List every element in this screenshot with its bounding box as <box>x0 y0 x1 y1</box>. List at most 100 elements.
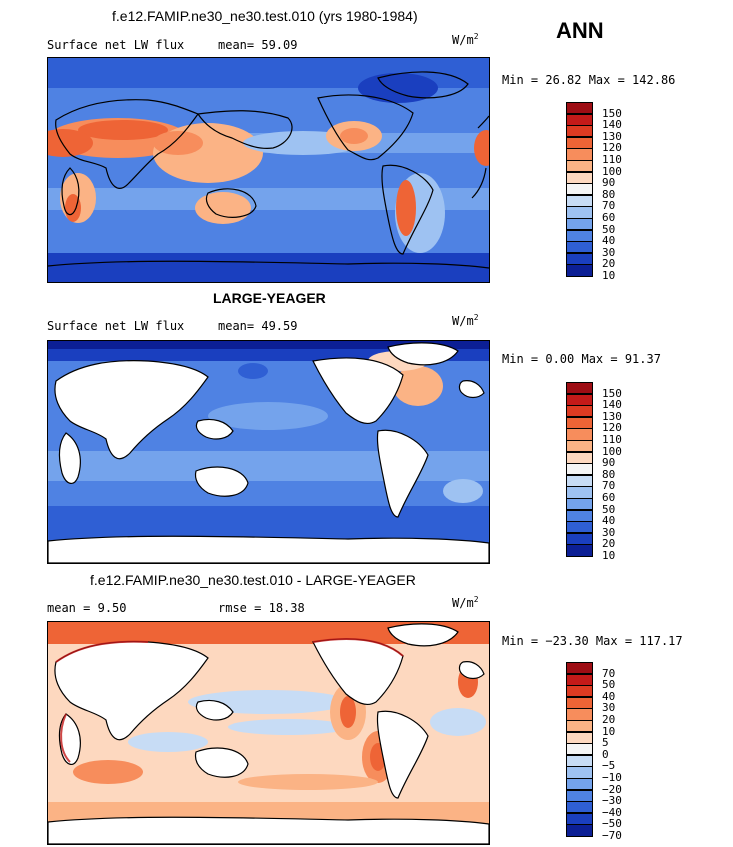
colorbar-label: 0 <box>602 747 609 761</box>
panel-3-map <box>47 621 490 845</box>
panel-2-mean-label: mean= 49.59 <box>218 319 298 333</box>
colorbar-label: 40 <box>602 234 616 248</box>
colorbar-label: 100 <box>602 444 622 458</box>
colorbar-swatch <box>566 720 593 733</box>
colorbar-swatch <box>566 789 593 802</box>
colorbar-label: −10 <box>602 771 622 784</box>
colorbar-label: 20 <box>602 257 616 271</box>
colorbar-label: 70 <box>602 479 616 493</box>
colorbar-label: 10 <box>602 549 616 562</box>
colorbar-swatch <box>566 521 593 534</box>
colorbar-label: 70 <box>602 199 616 213</box>
panel-1-variable-label: Surface net LW flux <box>47 38 185 52</box>
colorbar-label: 60 <box>602 211 616 224</box>
colorbar-swatch <box>566 440 593 453</box>
colorbar-label: 120 <box>602 141 622 155</box>
panel-3-units: W/m2 <box>452 595 479 610</box>
colorbar-swatch <box>566 451 593 464</box>
colorbar-swatch <box>566 194 593 207</box>
colorbar-swatch <box>566 754 593 767</box>
colorbar-label: 20 <box>602 537 616 551</box>
colorbar-label: 80 <box>602 467 616 481</box>
panel-1-min-max: Min = 26.82 Max = 142.86 <box>502 73 676 87</box>
panel-2-map <box>47 340 490 564</box>
colorbar-swatch <box>566 509 593 522</box>
colorbar-swatch <box>566 148 593 161</box>
colorbar-label: −20 <box>602 782 622 796</box>
panel-2-mean-value: 49.59 <box>261 319 298 333</box>
panel-2-colorbar: 150 140 130 120 110 100 90 80 70 60 50 40 30 20 10 <box>566 382 646 562</box>
panel-1-colorbar: 150 140 130 120 110 100 90 80 70 60 50 40 30 20 10 <box>566 102 646 282</box>
colorbar-label: −50 <box>602 817 622 831</box>
colorbar-label: −5 <box>602 759 616 773</box>
colorbar-swatch <box>566 731 593 744</box>
colorbar-label: 120 <box>602 421 622 435</box>
panel-1-mean-value: 59.09 <box>261 38 298 52</box>
panel-3-title: f.e12.FAMIP.ne30_ne30.test.010 - LARGE-Y… <box>90 572 416 588</box>
colorbar-swatch <box>566 696 593 709</box>
colorbar-label: 70 <box>602 666 616 680</box>
colorbar-label: 5 <box>602 736 609 750</box>
colorbar-swatch <box>566 778 593 791</box>
colorbar-label: 10 <box>602 724 616 738</box>
colorbar-swatch <box>566 428 593 441</box>
colorbar-label: 30 <box>602 245 616 259</box>
colorbar-label: 90 <box>602 176 616 190</box>
colorbar-swatch <box>566 812 593 825</box>
colorbar-swatch <box>566 382 593 395</box>
panel-3-rmse-value: 18.38 <box>268 601 305 615</box>
colorbar-swatch <box>566 183 593 196</box>
colorbar-label: 20 <box>602 713 616 726</box>
colorbar-label: −30 <box>602 794 622 808</box>
colorbar-swatch <box>566 544 593 557</box>
colorbar-label: −40 <box>602 805 622 819</box>
panel-2-variable-label: Surface net LW flux <box>47 319 185 333</box>
colorbar-swatch <box>566 673 593 686</box>
panel-1-map <box>47 57 490 283</box>
colorbar-label: −70 <box>602 829 622 842</box>
colorbar-swatch <box>566 229 593 242</box>
colorbar-swatch <box>566 252 593 265</box>
colorbar-label: 50 <box>602 502 616 516</box>
colorbar-label: 40 <box>602 689 616 703</box>
colorbar-swatch <box>566 102 593 115</box>
colorbar-swatch <box>566 486 593 499</box>
panel-1-title: f.e12.FAMIP.ne30_ne30.test.010 (yrs 1980… <box>112 8 418 24</box>
colorbar-label: 150 <box>602 106 622 120</box>
colorbar-label: 30 <box>602 701 616 715</box>
colorbar-swatch <box>566 801 593 814</box>
colorbar-swatch <box>566 393 593 406</box>
colorbar-label: 50 <box>602 222 616 236</box>
colorbar-swatch <box>566 241 593 254</box>
colorbar-label: 40 <box>602 514 616 528</box>
colorbar-swatch <box>566 125 593 138</box>
panel-3-min-max: Min = −23.30 Max = 117.17 <box>502 634 683 648</box>
colorbar-swatch <box>566 685 593 698</box>
colorbar-label: 60 <box>602 491 616 504</box>
panel-2-min-max: Min = 0.00 Max = 91.37 <box>502 352 661 366</box>
panel-3-mean-label: mean = 9.50 <box>47 601 127 615</box>
colorbar-swatch <box>566 113 593 126</box>
colorbar-swatch <box>566 474 593 487</box>
colorbar-swatch <box>566 766 593 779</box>
season-label: ANN <box>556 18 604 43</box>
colorbar-swatch <box>566 662 593 675</box>
colorbar-swatch <box>566 160 593 173</box>
colorbar-label: 130 <box>602 409 622 423</box>
panel-3-rmse-label: rmse = 18.38 <box>218 601 305 615</box>
colorbar-swatch <box>566 171 593 184</box>
colorbar-label: 130 <box>602 129 622 143</box>
colorbar-label: 80 <box>602 187 616 201</box>
colorbar-label: 30 <box>602 525 616 539</box>
colorbar-swatch <box>566 405 593 418</box>
colorbar-swatch <box>566 708 593 721</box>
colorbar-label: 140 <box>602 398 622 412</box>
colorbar-swatch <box>566 136 593 149</box>
colorbar-swatch <box>566 824 593 837</box>
colorbar-label: 110 <box>602 433 622 446</box>
panel-3-colorbar: 70 50 40 30 20 10 5 0 −5 −10 −20 −30 −40 −50 −70 <box>566 662 646 842</box>
colorbar-label: 90 <box>602 456 616 470</box>
colorbar-swatch <box>566 264 593 277</box>
colorbar-swatch <box>566 416 593 429</box>
colorbar-label: 150 <box>602 386 622 400</box>
